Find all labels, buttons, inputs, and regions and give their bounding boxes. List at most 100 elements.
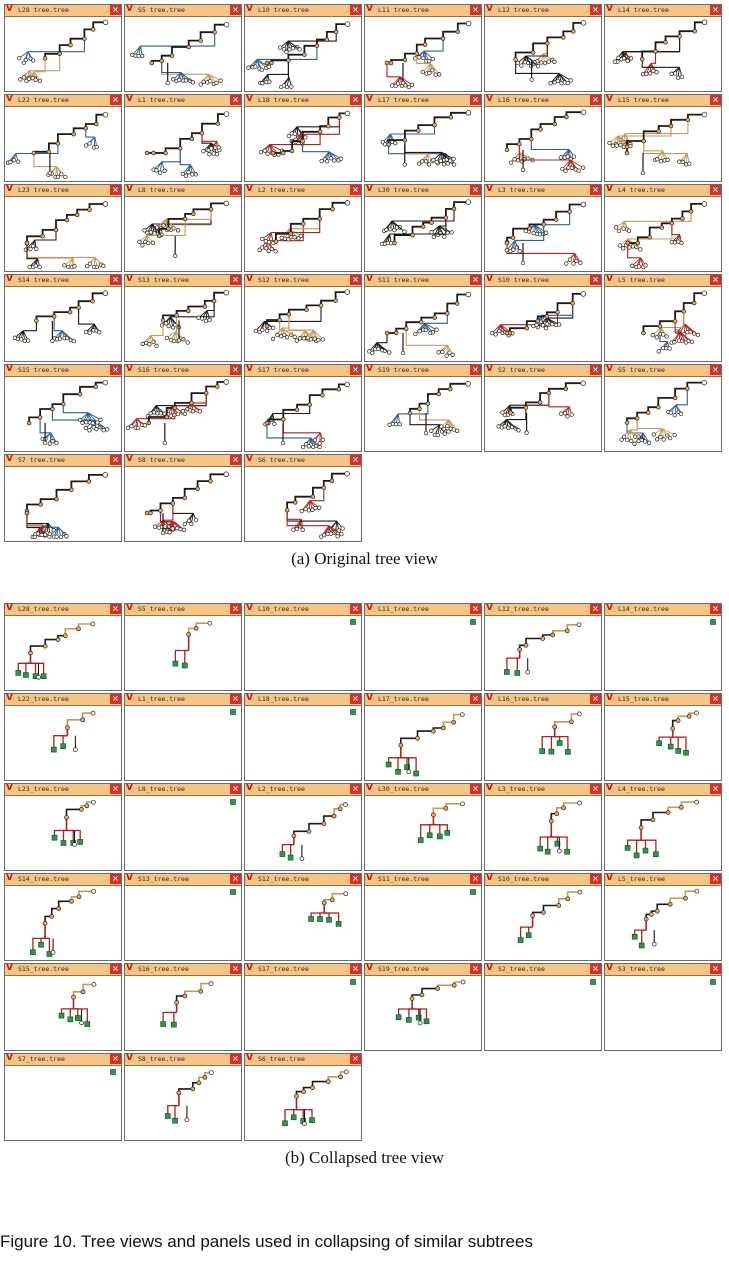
tree-panel[interactable]: V S17_tree.tree × (244, 963, 362, 1051)
close-x-icon[interactable]: × (230, 784, 241, 794)
tree-panel[interactable]: V L16 tree.tree × (484, 94, 602, 182)
tree-panel[interactable]: V S6_tree.tree × (244, 1053, 362, 1141)
tree-panel[interactable]: V L3 tree.tree × (484, 184, 602, 272)
close-x-icon[interactable]: × (470, 874, 481, 884)
v-mark-icon[interactable]: V (366, 275, 373, 284)
close-x-icon[interactable]: × (350, 964, 361, 974)
tree-panel[interactable]: V L17 tree.tree × (364, 94, 482, 182)
tree-panel[interactable]: V S10 tree.tree × (484, 274, 602, 362)
tree-panel[interactable]: V L2 tree.tree × (244, 184, 362, 272)
panel-title-bar[interactable]: V L11_tree.tree × (365, 604, 481, 616)
v-mark-icon[interactable]: V (246, 784, 253, 793)
v-mark-icon[interactable]: V (246, 874, 253, 883)
tree-canvas[interactable] (5, 616, 121, 690)
panel-title-bar[interactable]: V S13 tree.tree × (125, 275, 241, 287)
panel-title-bar[interactable]: V S2_tree.tree × (485, 964, 601, 976)
tree-panel[interactable]: V L3_tree.tree × (484, 783, 602, 871)
panel-title-bar[interactable]: V L15_tree.tree × (605, 694, 721, 706)
panel-title-bar[interactable]: V L3 tree.tree × (485, 185, 601, 197)
panel-title-bar[interactable]: V S13_tree.tree × (125, 874, 241, 886)
tree-panel[interactable]: V S19 tree.tree × (364, 364, 482, 452)
v-mark-icon[interactable]: V (246, 604, 253, 613)
panel-title-bar[interactable]: V S5 tree.tree × (605, 365, 721, 377)
close-x-icon[interactable]: × (710, 604, 721, 614)
tree-panel[interactable]: V S12_tree.tree × (244, 873, 362, 961)
tree-canvas[interactable] (365, 886, 481, 960)
v-mark-icon[interactable]: V (606, 185, 613, 194)
tree-panel[interactable]: V L4_tree.tree × (604, 783, 722, 871)
tree-canvas[interactable] (5, 17, 121, 91)
close-x-icon[interactable]: × (710, 5, 721, 15)
panel-title-bar[interactable]: V L16_tree.tree × (485, 694, 601, 706)
close-x-icon[interactable]: × (710, 275, 721, 285)
tree-panel[interactable]: V L23_tree.tree × (4, 783, 122, 871)
close-x-icon[interactable]: × (710, 784, 721, 794)
v-mark-icon[interactable]: V (6, 275, 13, 284)
tree-panel[interactable]: V S13 tree.tree × (124, 274, 242, 362)
close-x-icon[interactable]: × (710, 964, 721, 974)
panel-title-bar[interactable]: V S11_tree.tree × (365, 874, 481, 886)
close-x-icon[interactable]: × (230, 275, 241, 285)
panel-title-bar[interactable]: V L17_tree.tree × (365, 694, 481, 706)
tree-panel[interactable]: V S2 tree.tree × (484, 364, 602, 452)
tree-canvas[interactable] (245, 377, 361, 451)
tree-canvas[interactable] (365, 976, 481, 1050)
tree-canvas[interactable] (5, 706, 121, 780)
tree-panel[interactable]: V L18 tree.tree × (244, 94, 362, 182)
v-mark-icon[interactable]: V (246, 95, 253, 104)
tree-panel[interactable]: V L10 tree.tree × (244, 4, 362, 92)
v-mark-icon[interactable]: V (6, 1054, 13, 1063)
panel-title-bar[interactable]: V L30 tree.tree × (365, 185, 481, 197)
panel-title-bar[interactable]: V S12_tree.tree × (245, 874, 361, 886)
tree-panel[interactable]: V S14 tree.tree × (4, 274, 122, 362)
close-x-icon[interactable]: × (110, 604, 121, 614)
tree-panel[interactable]: V S14_tree.tree × (4, 873, 122, 961)
panel-title-bar[interactable]: V L17 tree.tree × (365, 95, 481, 107)
close-x-icon[interactable]: × (230, 874, 241, 884)
v-mark-icon[interactable]: V (126, 964, 133, 973)
panel-title-bar[interactable]: V L3_tree.tree × (485, 784, 601, 796)
v-mark-icon[interactable]: V (606, 95, 613, 104)
v-mark-icon[interactable]: V (486, 275, 493, 284)
close-x-icon[interactable]: × (590, 95, 601, 105)
panel-title-bar[interactable]: V L8_tree.tree × (125, 784, 241, 796)
tree-panel[interactable]: V S8 tree.tree × (124, 454, 242, 542)
close-x-icon[interactable]: × (110, 95, 121, 105)
tree-canvas[interactable] (245, 17, 361, 91)
close-x-icon[interactable]: × (110, 365, 121, 375)
close-x-icon[interactable]: × (350, 604, 361, 614)
tree-panel[interactable]: V L15_tree.tree × (604, 693, 722, 781)
panel-title-bar[interactable]: V L5 tree.tree × (605, 275, 721, 287)
panel-title-bar[interactable]: V S7_tree.tree × (5, 1054, 121, 1066)
close-x-icon[interactable]: × (110, 455, 121, 465)
close-x-icon[interactable]: × (590, 365, 601, 375)
v-mark-icon[interactable]: V (246, 694, 253, 703)
tree-canvas[interactable] (5, 287, 121, 361)
panel-title-bar[interactable]: V L12 tree.tree × (485, 5, 601, 17)
tree-panel[interactable]: V L14_tree.tree × (604, 603, 722, 691)
close-x-icon[interactable]: × (230, 185, 241, 195)
close-x-icon[interactable]: × (710, 365, 721, 375)
close-x-icon[interactable]: × (230, 95, 241, 105)
close-x-icon[interactable]: × (470, 5, 481, 15)
tree-canvas[interactable] (365, 287, 481, 361)
v-mark-icon[interactable]: V (606, 964, 613, 973)
panel-title-bar[interactable]: V S16 tree.tree × (125, 365, 241, 377)
close-x-icon[interactable]: × (710, 185, 721, 195)
panel-title-bar[interactable]: V S8_tree.tree × (125, 1054, 241, 1066)
tree-canvas[interactable] (5, 1066, 121, 1140)
tree-panel[interactable]: V L11_tree.tree × (364, 603, 482, 691)
tree-panel[interactable]: V S10_tree.tree × (484, 873, 602, 961)
panel-title-bar[interactable]: V L10 tree.tree × (245, 5, 361, 17)
panel-title-bar[interactable]: V L4_tree.tree × (605, 784, 721, 796)
tree-canvas[interactable] (485, 886, 601, 960)
tree-canvas[interactable] (605, 197, 721, 271)
close-x-icon[interactable]: × (230, 365, 241, 375)
v-mark-icon[interactable]: V (246, 455, 253, 464)
panel-title-bar[interactable]: V S6 tree.tree × (245, 455, 361, 467)
tree-canvas[interactable] (365, 17, 481, 91)
panel-title-bar[interactable]: V S10_tree.tree × (485, 874, 601, 886)
close-x-icon[interactable]: × (470, 275, 481, 285)
close-x-icon[interactable]: × (350, 95, 361, 105)
v-mark-icon[interactable]: V (6, 365, 13, 374)
